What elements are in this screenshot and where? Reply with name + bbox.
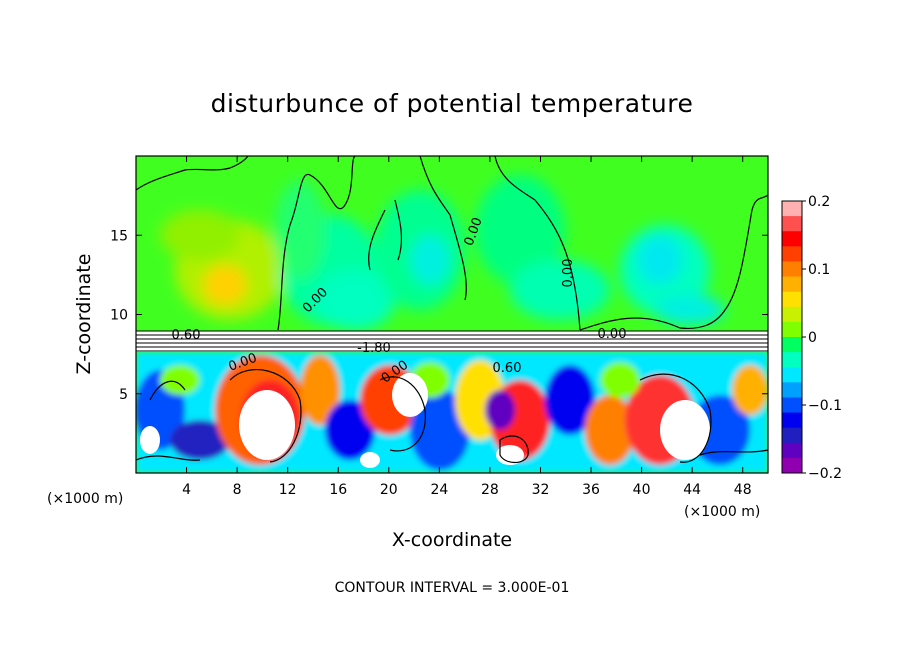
contour-label: 0.60 <box>493 361 522 376</box>
y-axis: 5 10 15 <box>110 228 768 403</box>
white-cells <box>140 373 710 468</box>
colorbar-swatch <box>782 291 802 308</box>
x-tick-label: 36 <box>582 482 600 498</box>
colorbar-swatch <box>782 352 802 368</box>
colorbar-swatch <box>782 367 802 383</box>
colorbar-swatch <box>782 337 802 353</box>
colorbar-tick-label: 0 <box>808 330 817 346</box>
colorbar-tick-label: −0.1 <box>808 398 842 414</box>
x-tick-label: 12 <box>279 482 297 498</box>
y-tick-label: 10 <box>110 308 128 324</box>
x-tick-label: 48 <box>734 482 752 498</box>
y-tick-label: 5 <box>119 387 128 403</box>
upper-field <box>160 175 725 330</box>
colorbar-swatch <box>782 382 802 398</box>
colorbar-swatch <box>782 261 802 278</box>
contour-lines <box>136 156 768 464</box>
x-axis: 4 8 12 16 20 24 28 32 36 40 44 48 <box>182 156 752 498</box>
colorbar-swatch <box>782 276 802 293</box>
colorbar-swatch <box>782 427 802 444</box>
x-tick-label: 4 <box>182 482 191 498</box>
x-tick-label: 24 <box>430 482 448 498</box>
x-tick-label: 8 <box>233 482 242 498</box>
colorbar-swatch <box>782 201 802 217</box>
colorbar-swatch <box>782 306 802 323</box>
contour-label: 0.00 <box>561 259 576 288</box>
stable-layer <box>136 331 768 352</box>
colorbar-swatch <box>782 231 802 247</box>
contour-label: 0.00 <box>598 327 627 342</box>
colorbar-tick-label: −0.2 <box>808 466 842 482</box>
x-tick-label: 32 <box>532 482 550 498</box>
colorbar-swatch <box>782 246 802 262</box>
colorbar-swatch <box>782 457 802 474</box>
colorbar-swatch <box>782 321 802 338</box>
contour-label: -1.80 <box>357 341 391 356</box>
x-tick-label: 40 <box>633 482 651 498</box>
colorbar-swatch <box>782 442 802 459</box>
y-axis-unit: (×1000 m) <box>47 491 123 507</box>
colorbar-swatch <box>782 216 802 232</box>
colorbar-swatch <box>782 412 802 429</box>
y-axis-title: Z-coordinate <box>73 254 95 375</box>
x-tick-label: 28 <box>481 482 499 498</box>
contour-labels: 0.600.000.000.00-1.800.00 0.00 0.600.00 <box>172 216 627 387</box>
contour-interval-note: CONTOUR INTERVAL = 3.000E-01 <box>335 580 570 596</box>
contour-label: 0.60 <box>172 328 201 343</box>
x-tick-label: 44 <box>683 482 701 498</box>
chart-title: disturbunce of potential temperature <box>211 89 694 118</box>
y-tick-label: 15 <box>110 228 128 244</box>
x-tick-label: 20 <box>380 482 398 498</box>
x-axis-unit: (×1000 m) <box>684 504 760 520</box>
plot-area <box>136 156 768 473</box>
colorbar-tick-label: 0.2 <box>808 194 830 210</box>
colorbar-swatch <box>782 397 802 414</box>
colorbar: 0.2 0.1 0 −0.1 −0.2 <box>781 194 842 482</box>
x-axis-title: X-coordinate <box>392 529 512 551</box>
x-tick-label: 16 <box>329 482 347 498</box>
colorbar-tick-label: 0.1 <box>808 262 830 278</box>
stable-layer-lines <box>136 330 768 352</box>
